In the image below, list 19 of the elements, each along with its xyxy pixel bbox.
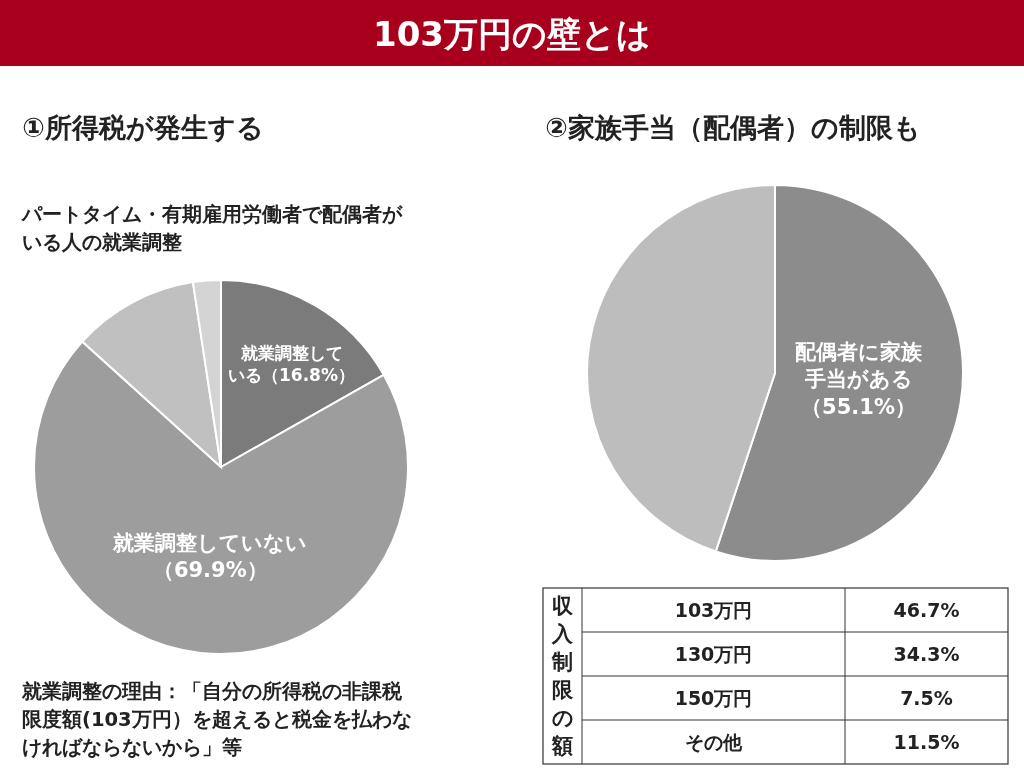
data-label: 7.5%	[900, 687, 953, 709]
slice-label: 就業調整していない	[112, 531, 308, 555]
slice-label: 配偶者に家族手当がある	[795, 340, 924, 392]
data-label: （55.1%）	[801, 394, 916, 419]
text: 収入制限の額	[551, 594, 574, 758]
data-label: 46.7%	[893, 599, 960, 621]
slice-label: 就業調整している（16.8%）	[228, 343, 355, 386]
category-label: 130万円	[674, 643, 753, 665]
text: 就業調整の理由：「自分の所得税の非課税限度額(103万円）を超えると税金を払わなければならないから」等	[22, 679, 412, 761]
chart-subtitle: パートタイム・有期雇用労働者で配偶者がいる人の就業調整	[22, 201, 404, 256]
chart-title: ①所得税が発生する	[22, 111, 264, 145]
data-label: 11.5%	[893, 731, 960, 753]
chart-title: ②家族手当（配偶者）の制限も	[545, 111, 921, 145]
category-label: 103万円	[674, 599, 753, 621]
text: 103万円の壁とは	[373, 14, 651, 54]
data-label: 34.3%	[893, 643, 960, 665]
data-label: （69.9%）	[152, 558, 268, 583]
category-label: 150万円	[674, 687, 753, 709]
category-label: その他	[685, 731, 743, 753]
